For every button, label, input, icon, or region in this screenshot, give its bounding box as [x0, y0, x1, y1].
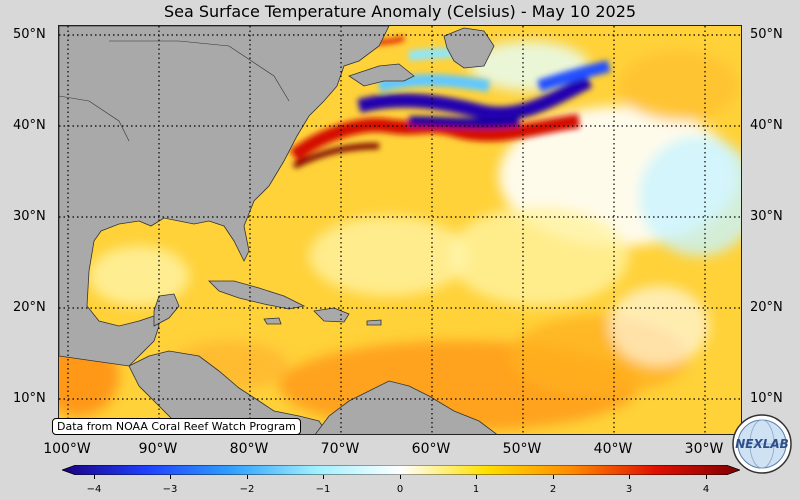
map-title: Sea Surface Temperature Anomaly (Celsius…: [163, 2, 637, 21]
colorbar-tick-neg3: −3: [162, 484, 178, 495]
colorbar-tick-neg4: −4: [86, 484, 102, 495]
lat-label-left-40n: 40°N: [13, 118, 46, 133]
lat-label-right-30n: 30°N: [750, 209, 783, 224]
lat-label-left-50n: 50°N: [13, 27, 46, 42]
logo-text: NEXLAB: [735, 437, 789, 451]
colorbar: [62, 465, 740, 475]
colorbar-tick-neg2: −2: [239, 484, 255, 495]
colorbar-tick-4: 4: [702, 484, 710, 495]
lon-label-90w: 90°W: [138, 441, 178, 457]
nexlab-globe-logo-icon: NEXLAB: [732, 414, 792, 474]
colorbar-tick-1: 1: [472, 484, 480, 495]
sst-anomaly-map: [58, 25, 742, 435]
lon-label-60w: 60°W: [411, 441, 451, 457]
lat-label-left-30n: 30°N: [13, 209, 46, 224]
lon-label-80w: 80°W: [229, 441, 269, 457]
colorbar-tick-0: 0: [396, 484, 404, 495]
hispaniola-island: [313, 307, 350, 323]
lat-label-right-20n: 20°N: [750, 300, 783, 315]
lon-label-100w: 100°W: [43, 441, 91, 457]
north-america-land: [59, 26, 390, 367]
map-canvas: [59, 26, 741, 434]
newfoundland-island: [443, 27, 495, 69]
lon-label-70w: 70°W: [320, 441, 360, 457]
lon-label-50w: 50°W: [502, 441, 542, 457]
lat-label-right-50n: 50°N: [750, 27, 783, 42]
data-credit-label: Data from NOAA Coral Reef Watch Program: [52, 418, 301, 435]
land-masses: [59, 26, 497, 434]
lon-label-40w: 40°W: [593, 441, 633, 457]
south-america-land: [315, 380, 497, 434]
lat-label-left-10n: 10°N: [13, 391, 46, 406]
colorbar-tick-3: 3: [625, 484, 633, 495]
graticule: [59, 26, 741, 434]
colorbar-tick-2: 2: [549, 484, 557, 495]
lat-label-left-20n: 20°N: [13, 300, 46, 315]
lat-label-right-10n: 10°N: [750, 391, 783, 406]
lat-label-right-40n: 40°N: [750, 118, 783, 133]
central-america-land: [128, 350, 329, 434]
colorbar-tick-neg1: −1: [315, 484, 331, 495]
lon-label-30w: 30°W: [684, 441, 724, 457]
cuba-island: [208, 280, 306, 310]
borders: [59, 40, 290, 142]
